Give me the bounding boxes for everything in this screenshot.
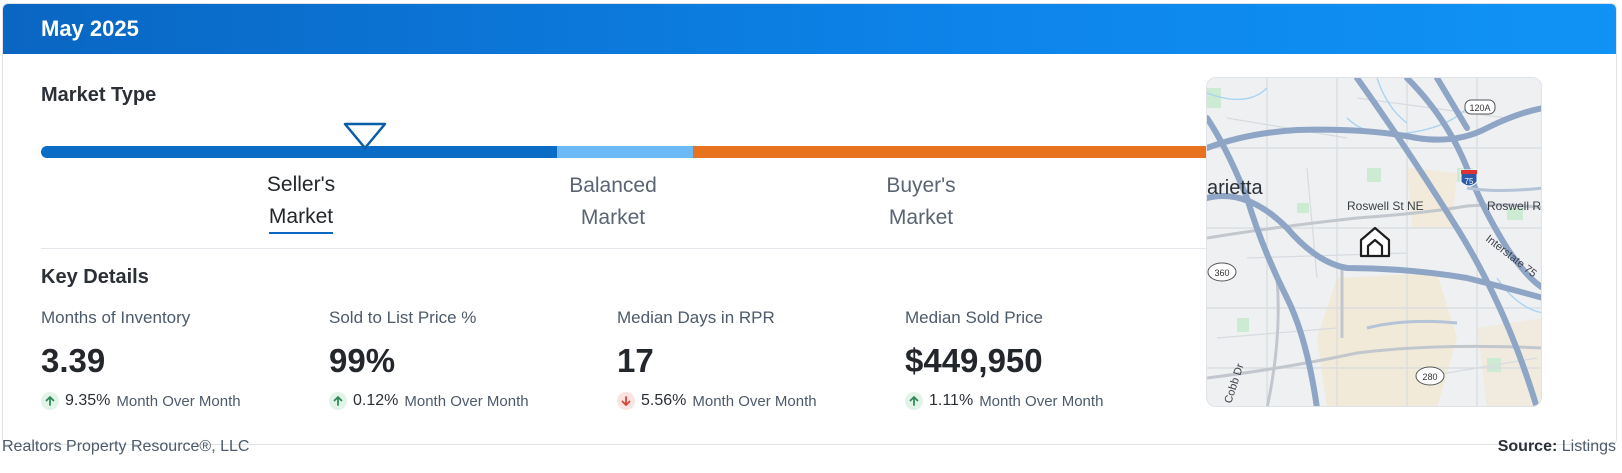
change-percent: 0.12% xyxy=(353,392,399,409)
balanced-segment xyxy=(557,146,693,158)
change-text: Month Over Month xyxy=(116,392,241,410)
map-street-label: Roswell R xyxy=(1487,199,1541,213)
svg-text:75: 75 xyxy=(1465,177,1474,186)
route-shield-icon: 120A xyxy=(1464,99,1496,115)
card-header: May 2025 xyxy=(3,4,1616,54)
metric-label: Median Sold Price xyxy=(905,308,1043,327)
seller-label-line2: Market xyxy=(268,202,334,234)
change-text: Month Over Month xyxy=(692,392,817,410)
map-city-label: arietta xyxy=(1207,177,1263,199)
market-card: May 2025 Market Type Seller's Market Bal… xyxy=(2,3,1617,445)
metric-value: 3.39 xyxy=(41,342,106,379)
metric-sold-to-list: Sold to List Price % 99% 0.12% Month Ove… xyxy=(329,308,609,412)
market-type-title: Market Type xyxy=(41,84,157,106)
arrow-up-icon xyxy=(905,392,923,410)
change-percent: 9.35% xyxy=(65,392,111,409)
metric-months-of-inventory: Months of Inventory 3.39 9.35% Month Ove… xyxy=(41,308,321,412)
buyer-label-line1: Buyer's xyxy=(886,174,956,197)
buyer-market-label: Buyer's Market xyxy=(851,170,991,234)
metric-label: Median Days in RPR xyxy=(617,308,775,327)
balanced-label-line1: Balanced xyxy=(569,174,657,197)
svg-text:120A: 120A xyxy=(1469,103,1490,113)
metric-median-days: Median Days in RPR 17 5.56% Month Over M… xyxy=(617,308,897,412)
section-divider xyxy=(41,248,1211,249)
footer-copyright: Realtors Property Resource®, LLC xyxy=(2,438,250,455)
svg-text:280: 280 xyxy=(1422,372,1437,382)
metric-label: Months of Inventory xyxy=(41,308,191,327)
metric-median-sold-price: Median Sold Price $449,950 1.11% Month O… xyxy=(905,308,1185,412)
metric-value: 99% xyxy=(329,342,396,379)
metric-change: 9.35% Month Over Month xyxy=(41,390,321,412)
map-street-label: Roswell St NE xyxy=(1347,199,1424,213)
source-value: Listings xyxy=(1561,438,1616,455)
metric-change: 0.12% Month Over Month xyxy=(329,390,609,412)
buyer-label-line2: Market xyxy=(888,206,954,229)
metric-change: 5.56% Month Over Month xyxy=(617,390,897,412)
market-scale-bar xyxy=(41,146,1211,158)
arrow-up-icon xyxy=(41,392,59,410)
change-percent: 1.11% xyxy=(929,392,974,409)
key-details-title: Key Details xyxy=(41,266,149,288)
map-graphic: arietta Roswell St NE Roswell R Intersta… xyxy=(1207,78,1541,406)
metric-value: 17 xyxy=(617,342,654,379)
seller-segment xyxy=(41,146,557,158)
market-indicator-icon xyxy=(343,122,387,150)
change-text: Month Over Month xyxy=(979,392,1104,410)
arrow-down-icon xyxy=(617,392,635,410)
arrow-up-icon xyxy=(329,392,347,410)
balanced-market-label: Balanced Market xyxy=(543,170,683,234)
home-icon xyxy=(1359,226,1391,258)
change-text: Month Over Month xyxy=(404,392,529,410)
change-percent: 5.56% xyxy=(641,392,687,409)
interstate-shield-icon: 75 xyxy=(1460,169,1478,187)
seller-market-label: Seller's Market xyxy=(241,169,361,234)
route-shield-icon: 360 xyxy=(1207,262,1237,282)
source-label: Source: xyxy=(1497,438,1558,455)
balanced-label-line2: Market xyxy=(580,206,646,229)
seller-label-line1: Seller's xyxy=(266,173,336,196)
buyer-segment xyxy=(693,146,1211,158)
route-shield-icon: 280 xyxy=(1415,366,1445,386)
metric-change: 1.11% Month Over Month xyxy=(905,390,1185,412)
metric-value: $449,950 xyxy=(905,342,1043,379)
metric-label: Sold to List Price % xyxy=(329,308,477,327)
svg-text:360: 360 xyxy=(1214,268,1229,278)
footer-source: Source: Listings xyxy=(1498,438,1616,456)
location-map[interactable]: arietta Roswell St NE Roswell R Intersta… xyxy=(1206,77,1542,407)
card-title: May 2025 xyxy=(41,16,139,41)
